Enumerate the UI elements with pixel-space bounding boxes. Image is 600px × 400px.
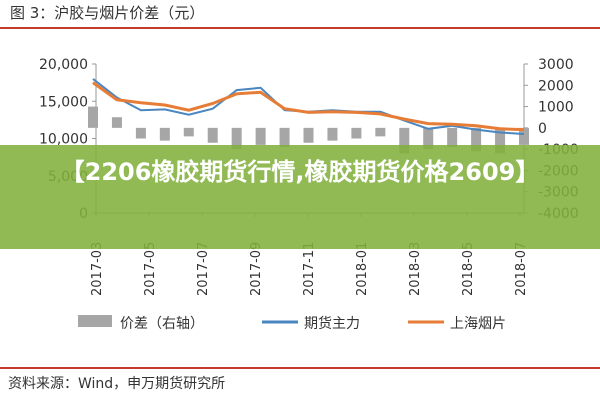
spread-bar xyxy=(231,127,242,150)
spread-chart: 20,00015,00010,0005,00003000200010000-10… xyxy=(39,57,579,332)
x-tick-label: 2017-07 xyxy=(196,242,211,296)
legend-label: 上海烟片 xyxy=(450,316,506,332)
x-tick-label: 2018-07 xyxy=(514,242,529,296)
x-tick-label: 2017-11 xyxy=(302,242,317,296)
legend-label: 价差（右轴） xyxy=(120,316,204,332)
right-tick-label: 1000 xyxy=(538,100,574,116)
spread-bar xyxy=(399,127,410,154)
overlay-title: 【2206橡胶期货行情,橡胶期货价格2609】 xyxy=(60,158,540,186)
x-tick-label: 2017-09 xyxy=(249,242,264,296)
right-tick-label: 0 xyxy=(538,121,547,137)
spread-bar xyxy=(207,127,218,143)
spread-bar xyxy=(159,127,170,141)
x-tick-label: 2018-05 xyxy=(461,242,476,296)
left-tick-label: 15,000 xyxy=(39,94,88,110)
figure-source: 资料来源：Wind，申万期货研究所 xyxy=(8,376,226,392)
spread-bar xyxy=(183,127,194,137)
legend-label: 期货主力 xyxy=(304,315,360,332)
shanghai-line xyxy=(92,81,525,132)
overlay-banner xyxy=(0,145,600,249)
spread-bar xyxy=(303,127,314,143)
spread-bar xyxy=(327,127,338,141)
spread-bar xyxy=(447,127,458,148)
top-rule xyxy=(0,27,600,29)
spread-bar xyxy=(351,127,362,139)
x-tick-label: 2018-01 xyxy=(355,242,370,296)
right-tick-label: 3000 xyxy=(538,57,574,73)
right-tick-label: 2000 xyxy=(538,78,574,94)
spread-bar xyxy=(519,127,529,145)
legend-swatch-spread xyxy=(78,315,112,327)
spread-bar xyxy=(279,127,290,148)
spread-bar xyxy=(375,127,386,137)
spread-bar xyxy=(423,127,434,150)
x-tick-label: 2017-05 xyxy=(143,242,158,296)
spread-bar xyxy=(111,117,122,128)
spread-bar xyxy=(495,127,506,154)
spread-bar xyxy=(255,127,266,145)
x-tick-label: 2018-03 xyxy=(408,242,423,296)
spread-bar xyxy=(471,127,482,152)
bottom-rule xyxy=(0,367,600,369)
x-tick-label: 2017-03 xyxy=(90,242,105,296)
left-tick-label: 20,000 xyxy=(39,57,88,73)
figure-title: 图 3：沪胶与烟片价差（元） xyxy=(10,4,205,22)
left-tick-label: 10,000 xyxy=(39,132,88,148)
spread-bar xyxy=(88,106,98,128)
spread-bar xyxy=(135,127,146,139)
